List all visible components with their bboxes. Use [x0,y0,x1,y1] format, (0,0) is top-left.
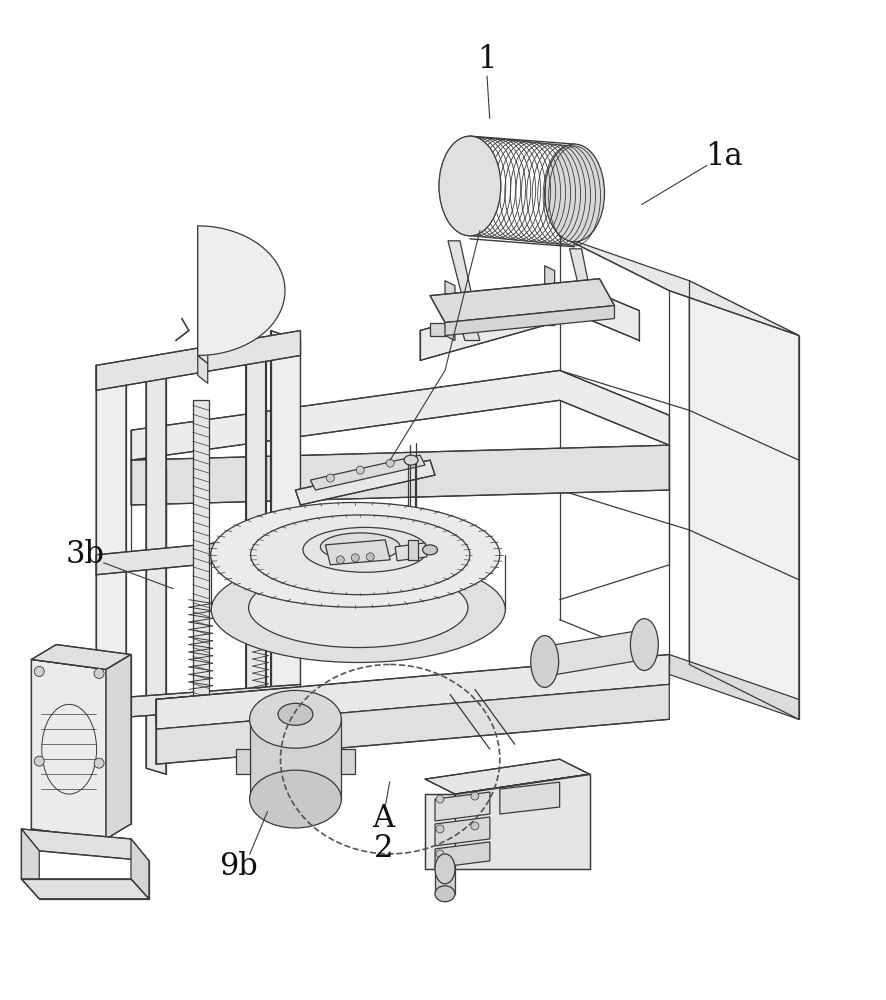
Circle shape [336,556,344,564]
Circle shape [385,459,393,467]
Polygon shape [21,879,149,899]
Text: 1a: 1a [704,141,742,172]
Polygon shape [430,279,614,323]
Text: 1: 1 [477,44,496,75]
Polygon shape [434,817,489,846]
Polygon shape [420,286,639,360]
Polygon shape [390,679,394,719]
Polygon shape [131,445,669,505]
Ellipse shape [211,557,505,662]
Polygon shape [408,540,417,560]
Circle shape [94,758,104,768]
Polygon shape [544,630,643,676]
Polygon shape [156,684,669,764]
Circle shape [470,792,478,800]
Polygon shape [96,535,300,575]
Ellipse shape [630,619,657,670]
Circle shape [326,474,334,482]
Polygon shape [529,293,554,326]
Circle shape [436,850,444,858]
Polygon shape [236,749,249,774]
Circle shape [94,668,104,678]
Ellipse shape [544,144,604,242]
Polygon shape [156,679,394,714]
Text: 3b: 3b [66,539,105,570]
Polygon shape [31,659,106,839]
Ellipse shape [434,886,455,902]
Polygon shape [106,655,131,839]
Polygon shape [156,655,669,729]
Polygon shape [669,655,798,719]
Circle shape [35,666,44,676]
Polygon shape [156,699,160,739]
Polygon shape [499,782,559,814]
Circle shape [436,795,444,803]
Polygon shape [131,839,149,899]
Ellipse shape [439,136,501,236]
Polygon shape [434,869,455,894]
Polygon shape [455,774,589,869]
Ellipse shape [530,636,558,687]
Ellipse shape [434,854,455,884]
Ellipse shape [248,568,468,648]
Circle shape [470,822,478,830]
Polygon shape [455,774,589,814]
Polygon shape [544,266,554,326]
Polygon shape [131,530,420,570]
Polygon shape [341,749,355,774]
Text: 9b: 9b [219,851,258,882]
Polygon shape [198,355,207,383]
Polygon shape [445,306,614,336]
Circle shape [356,466,364,474]
Circle shape [351,554,359,562]
Polygon shape [310,455,424,490]
Polygon shape [424,794,455,869]
Ellipse shape [249,690,341,748]
Polygon shape [569,249,591,299]
Ellipse shape [211,502,499,607]
Polygon shape [455,306,479,341]
Polygon shape [21,829,39,899]
Polygon shape [31,645,131,669]
Circle shape [366,553,374,561]
Polygon shape [249,719,341,799]
Polygon shape [424,759,589,794]
Polygon shape [394,543,426,561]
Ellipse shape [249,770,341,828]
Ellipse shape [277,703,313,725]
Polygon shape [245,338,265,739]
Polygon shape [21,829,149,861]
Text: A: A [372,803,393,834]
Ellipse shape [303,527,427,572]
Polygon shape [295,460,434,505]
Polygon shape [198,226,284,355]
Polygon shape [270,331,300,744]
Polygon shape [198,226,207,363]
Polygon shape [146,372,166,774]
Polygon shape [559,236,798,336]
Text: 2: 2 [373,833,392,864]
Polygon shape [96,331,300,390]
Polygon shape [688,281,798,719]
Ellipse shape [320,533,400,561]
Polygon shape [131,370,669,460]
Circle shape [436,825,444,833]
Polygon shape [434,842,489,868]
Polygon shape [445,281,455,341]
Ellipse shape [251,515,470,595]
Polygon shape [430,323,445,336]
Polygon shape [96,684,300,719]
Circle shape [35,756,44,766]
Polygon shape [447,241,471,296]
Ellipse shape [422,545,437,555]
Polygon shape [192,400,208,759]
Polygon shape [434,792,489,821]
Ellipse shape [404,455,417,465]
Polygon shape [96,365,126,779]
Polygon shape [325,540,390,565]
